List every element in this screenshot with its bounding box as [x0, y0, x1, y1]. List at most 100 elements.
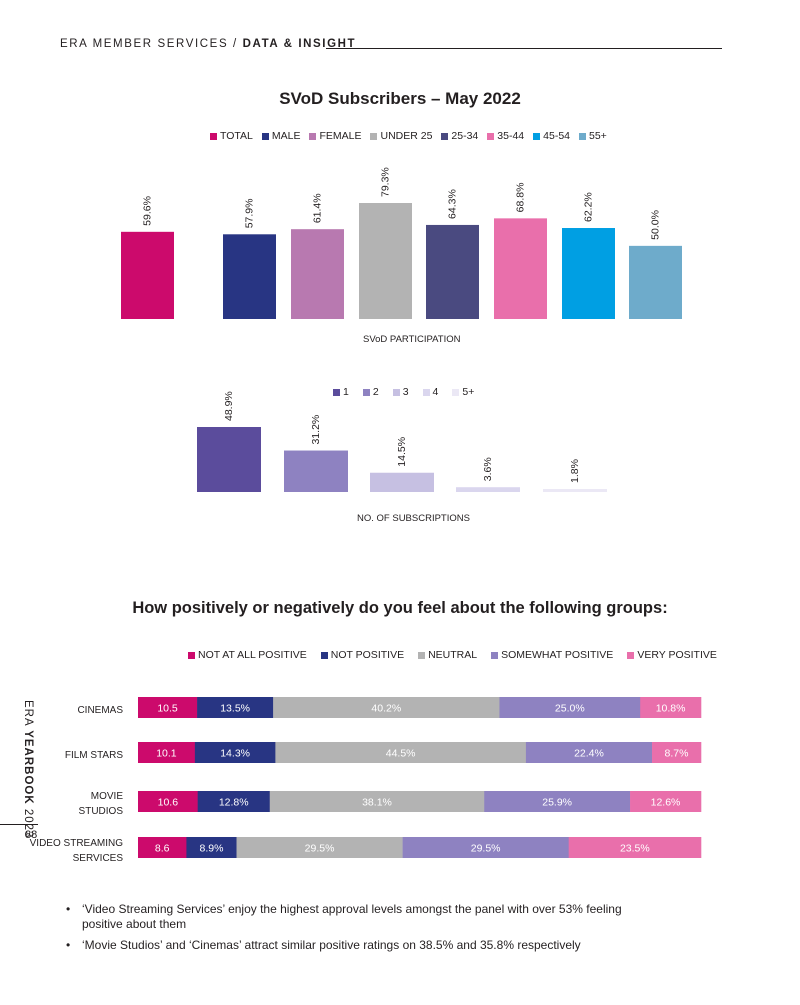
legend-subscriptions: 1 2 3 4 5+ [333, 386, 488, 398]
svod-data-label: 62.2% [582, 192, 594, 222]
sentiment-data-label: 25.0% [555, 702, 585, 714]
legend-swatch [441, 132, 449, 140]
legend-svod: TOTAL MALE FEMALE UNDER 25 25-34 35-44 45-54 55… [210, 130, 616, 142]
subscriptions-bar [284, 450, 348, 492]
xlabel-subscriptions: NO. OF SUBSCRIPTIONS [357, 513, 470, 524]
sentiment-data-label: 8.7% [665, 747, 689, 759]
legend-item: 25-34 [441, 130, 478, 142]
sentiment-segment [138, 697, 198, 718]
legend-label: 3 [402, 386, 409, 398]
sentiment-segment [186, 837, 237, 858]
legend-swatch [392, 388, 400, 396]
chart-svod-participation: 59.6% 57.9% 61.4% 79.3% 64.3% 68.8% 62.2% 50.0% [121, 167, 682, 319]
legend-item: 3 [392, 386, 409, 398]
legend-swatch [261, 132, 269, 140]
sidebar-yearbook: YEARBOOK [22, 730, 34, 805]
sentiment-segment [138, 742, 196, 763]
page-header: ERA MEMBER SERVICES / DATA & INSIGHT [60, 38, 356, 50]
sentiment-segment [499, 697, 641, 718]
legend-label: 45-54 [543, 130, 570, 142]
row-label-line: FILM STARS [64, 750, 123, 761]
sentiment-segment [236, 837, 403, 858]
chart-title-svod: SVoD Subscribers – May 2022 [279, 89, 521, 108]
svod-data-label: 68.8% [514, 183, 526, 213]
sentiment-data-label: 10.8% [656, 702, 686, 714]
legend-item: 45-54 [533, 130, 570, 142]
sentiment-data-label: 8.9% [200, 842, 224, 854]
sentiment-segment [273, 697, 500, 718]
header-section: DATA & INSIGHT [242, 38, 357, 50]
svod-bar [291, 229, 344, 319]
legend-swatch [370, 132, 378, 140]
legend-label: VERY POSITIVE [637, 649, 717, 661]
legend-label: NEUTRAL [428, 649, 478, 661]
legend-item: NOT POSITIVE [320, 649, 405, 661]
sentiment-segment [197, 791, 271, 812]
legend-item: UNDER 25 [370, 130, 432, 142]
sentiment-data-label: 12.6% [651, 796, 681, 808]
svod-data-label: 57.9% [243, 199, 255, 229]
legend-swatch [452, 388, 460, 396]
row-label: FILM STARS [5, 748, 123, 763]
row-label: VIDEO STREAMING SERVICES [5, 836, 123, 866]
svod-bar [562, 228, 615, 319]
legend-swatch [418, 651, 426, 659]
row-label-line: STUDIOS [78, 806, 123, 817]
legend-swatch [362, 388, 370, 396]
legend-item: VERY POSITIVE [627, 649, 717, 661]
legend-item: NEUTRAL [418, 649, 477, 661]
svod-data-label: 64.3% [446, 189, 458, 219]
header-prefix: ERA MEMBER SERVICES / [60, 38, 243, 50]
legend-label: NOT POSITIVE [330, 649, 405, 661]
legend-swatch [210, 132, 217, 140]
sentiment-data-label: 44.5% [386, 747, 416, 759]
sentiment-segment [640, 697, 702, 718]
subscriptions-bar [197, 427, 261, 492]
legend-swatch [188, 651, 195, 659]
legend-swatch [309, 132, 317, 140]
sentiment-data-label: 10.5 [157, 702, 178, 714]
legend-item: NOT AT ALL POSITIVE [188, 649, 307, 661]
page-number: 88 [25, 829, 38, 841]
sentiment-data-label: 25.9% [542, 796, 572, 808]
legend-swatch [320, 651, 328, 659]
sentiment-segment [630, 791, 702, 812]
legend-sentiment: NOT AT ALL POSITIVE NOT POSITIVE NEUTRAL SO… [188, 649, 731, 661]
sentiment-data-label: 13.5% [220, 702, 250, 714]
subscriptions-data-label: 14.5% [396, 437, 408, 467]
page-number-rule [0, 824, 38, 825]
sentiment-segment [568, 837, 702, 858]
legend-label: 55+ [589, 130, 607, 142]
sentiment-data-label: 10.1 [156, 747, 177, 759]
sentiment-data-label: 10.6 [158, 796, 179, 808]
legend-label: 25-34 [451, 130, 479, 142]
xlabel-svod: SVoD PARTICIPATION [363, 334, 461, 345]
chart-title-sentiment: How positively or negatively do you feel… [132, 599, 668, 617]
subscriptions-data-label: 31.2% [310, 415, 322, 445]
legend-label: FEMALE [319, 130, 362, 142]
subscriptions-bar [456, 487, 520, 492]
sentiment-segment [138, 837, 187, 858]
svod-bar [426, 224, 479, 319]
sentiment-data-label: 23.5% [620, 842, 650, 854]
row-label-line: CINEMAS [77, 705, 123, 716]
sentiment-data-label: 12.8% [219, 796, 249, 808]
sentiment-data-label: 8.6 [155, 842, 170, 854]
sentiment-segment [402, 837, 569, 858]
sentiment-segment [194, 742, 276, 763]
subscriptions-bar [543, 489, 607, 492]
sentiment-segment [269, 791, 485, 812]
row-label-line: MOVIE [90, 791, 123, 802]
sentiment-segment [652, 742, 702, 763]
legend-item: 35-44 [487, 130, 524, 142]
legend-label: UNDER 25 [380, 130, 433, 142]
legend-swatch [533, 132, 541, 140]
row-label: CINEMAS [5, 703, 123, 718]
row-label-line: VIDEO STREAMING [29, 838, 123, 849]
header-rule [326, 48, 722, 49]
legend-item: 2 [362, 386, 379, 398]
legend-label: 35-44 [497, 130, 525, 142]
legend-item: TOTAL [210, 130, 253, 142]
insight-bullets: ‘Video Streaming Services’ enjoy the hig… [66, 902, 636, 959]
svod-data-label: 59.6% [141, 196, 153, 226]
